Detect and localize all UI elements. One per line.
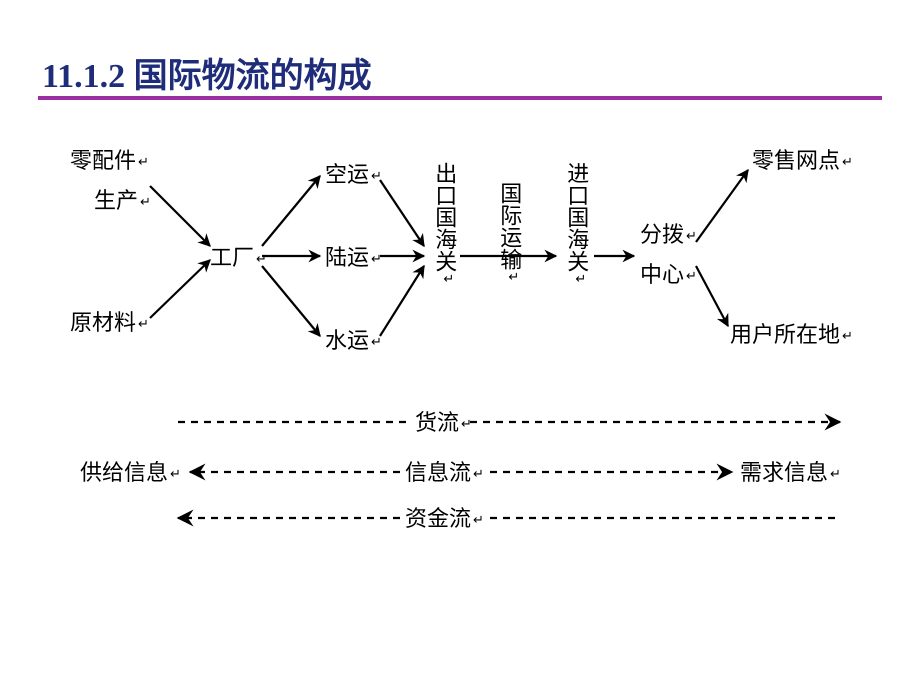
node-factory: 工厂↵ <box>210 245 267 270</box>
edge-air <box>380 180 424 246</box>
title-underline <box>38 96 882 100</box>
node-label: 国际运输 <box>497 182 522 270</box>
node-demand: 需求信息↵ <box>740 460 841 485</box>
node-prod: 生产↵ <box>94 188 151 213</box>
edge-parts <box>150 186 210 246</box>
node-air: 空运↵ <box>325 162 382 187</box>
node-imp: 进口国海关↵ <box>564 162 588 287</box>
node-label: 出口国海关 <box>432 162 457 272</box>
edge-dist <box>696 170 748 242</box>
enter-glyph: ↵ <box>371 334 382 349</box>
node-label: 供给信息 <box>80 460 168 485</box>
node-label: 原材料 <box>70 310 136 335</box>
enter-glyph: ↵ <box>442 272 457 287</box>
slide-heading: 11.1.2 国际物流的构成 <box>42 48 372 97</box>
node-label: 空运 <box>325 162 369 187</box>
enter-glyph: ↵ <box>461 416 472 431</box>
node-supply: 供给信息↵ <box>80 460 181 485</box>
edge-sea <box>380 266 424 336</box>
node-user: 用户所在地↵ <box>730 322 853 347</box>
node-exp: 出口国海关↵ <box>432 162 456 287</box>
enter-glyph: ↵ <box>371 251 382 266</box>
enter-glyph: ↵ <box>830 466 841 481</box>
enter-glyph: ↵ <box>842 154 853 169</box>
node-parts: 零配件↵ <box>70 148 149 173</box>
edge-factory <box>262 176 320 246</box>
enter-glyph: ↵ <box>842 328 853 343</box>
enter-glyph: ↵ <box>473 512 484 527</box>
node-label: 工厂 <box>210 245 254 270</box>
node-label: 陆运 <box>325 245 369 270</box>
enter-glyph: ↵ <box>686 268 697 283</box>
node-dist1: 分拨↵ <box>640 222 697 247</box>
enter-glyph: ↵ <box>371 168 382 183</box>
node-label: 用户所在地 <box>730 322 840 347</box>
node-sea: 水运↵ <box>325 328 382 353</box>
enter-glyph: ↵ <box>138 316 149 331</box>
enter-glyph: ↵ <box>507 270 522 285</box>
node-land: 陆运↵ <box>325 245 382 270</box>
edge-factory <box>262 266 320 336</box>
node-label: 中心 <box>640 262 684 287</box>
node-dist2: 中心↵ <box>640 262 697 287</box>
node-label: 货流 <box>415 410 459 435</box>
enter-glyph: ↵ <box>686 228 697 243</box>
node-label: 信息流 <box>405 460 471 485</box>
node-label: 资金流 <box>405 506 471 531</box>
enter-glyph: ↵ <box>473 466 484 481</box>
node-label: 零配件 <box>70 148 136 173</box>
node-goods: 货流↵ <box>415 410 472 435</box>
node-raw: 原材料↵ <box>70 310 149 335</box>
enter-glyph: ↵ <box>170 466 181 481</box>
enter-glyph: ↵ <box>574 272 589 287</box>
node-label: 零售网点 <box>752 148 840 173</box>
enter-glyph: ↵ <box>138 154 149 169</box>
enter-glyph: ↵ <box>140 194 151 209</box>
node-money: 资金流↵ <box>405 506 484 531</box>
node-intl: 国际运输↵ <box>497 182 521 285</box>
node-label: 生产 <box>94 188 138 213</box>
node-info: 信息流↵ <box>405 460 484 485</box>
node-label: 水运 <box>325 328 369 353</box>
node-label: 分拨 <box>640 222 684 247</box>
node-label: 需求信息 <box>740 460 828 485</box>
edge-raw <box>150 260 210 318</box>
node-label: 进口国海关 <box>564 162 589 272</box>
node-retail: 零售网点↵ <box>752 148 853 173</box>
enter-glyph: ↵ <box>256 251 267 266</box>
edge-dist <box>696 266 728 326</box>
